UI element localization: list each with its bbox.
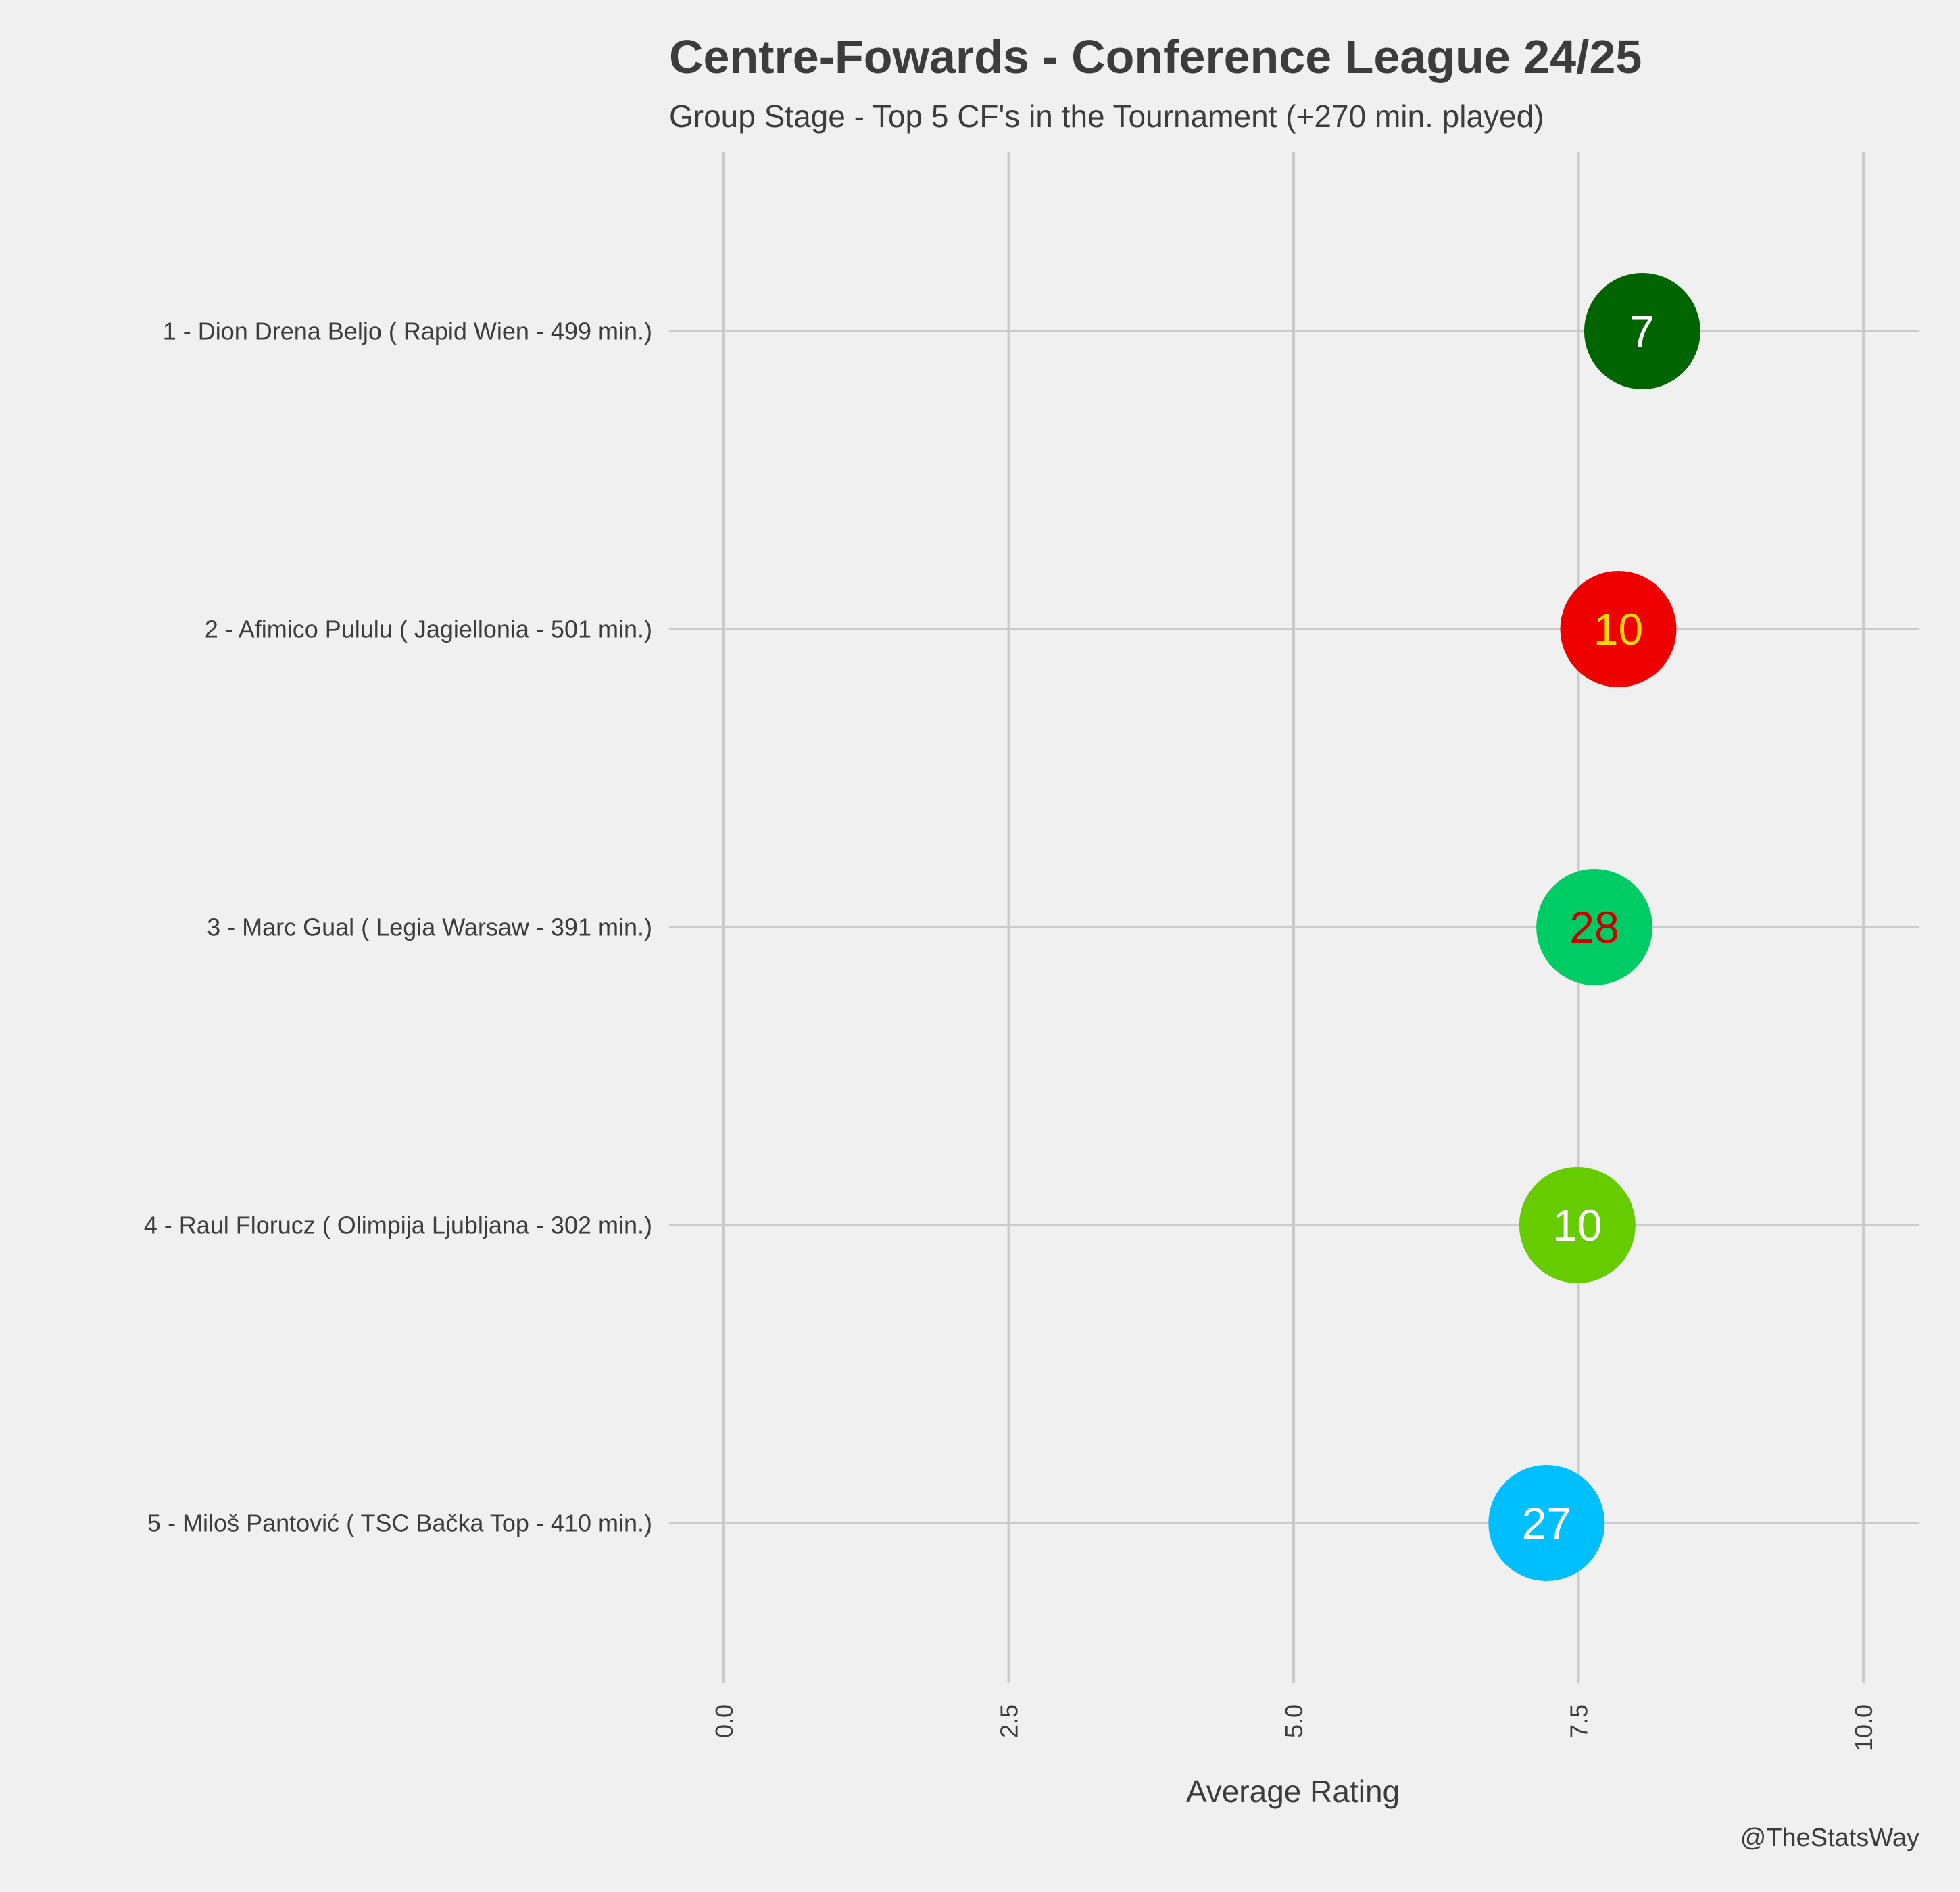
data-point — [1536, 869, 1653, 985]
credit-text: @TheStatsWay — [1740, 1824, 1919, 1852]
category-label: 5 - Miloš Pantović ( TSC Bačka Top - 410… — [147, 1510, 652, 1537]
points-layer: 7 10 28 10 27 — [1488, 273, 1700, 1581]
chart-subtitle: Group Stage - Top 5 CF's in the Tourname… — [669, 99, 1544, 134]
data-point — [1519, 1167, 1636, 1283]
category-label: 1 - Dion Drena Beljo ( Rapid Wien - 499 … — [163, 318, 652, 345]
chart-title: Centre-Fowards - Conference League 24/25 — [669, 30, 1642, 83]
data-point — [1560, 571, 1677, 687]
x-axis-label: Average Rating — [1186, 1774, 1400, 1809]
point-number-label: 7 — [1630, 306, 1655, 356]
category-label: 2 - Afimico Pululu ( Jagiellonia - 501 m… — [205, 616, 652, 643]
point-number-label: 27 — [1522, 1498, 1571, 1548]
x-tick-label: 0.0 — [710, 1704, 738, 1738]
tick-layer: 0.0 2.5 5.0 7.5 10.0 — [710, 1704, 1878, 1751]
grid-layer — [669, 152, 1919, 1683]
data-point — [1488, 1465, 1605, 1581]
x-tick-label: 10.0 — [1850, 1704, 1878, 1751]
point-number-label: 10 — [1594, 604, 1643, 654]
x-tick-label: 2.5 — [996, 1704, 1023, 1738]
x-tick-label: 7.5 — [1565, 1704, 1593, 1738]
x-tick-label: 5.0 — [1280, 1704, 1308, 1738]
category-labels: 1 - Dion Drena Beljo ( Rapid Wien - 499 … — [144, 318, 652, 1537]
category-label: 3 - Marc Gual ( Legia Warsaw - 391 min.) — [207, 914, 652, 941]
category-label: 4 - Raul Florucz ( Olimpija Ljubljana - … — [144, 1212, 652, 1239]
point-number-label: 10 — [1552, 1200, 1602, 1250]
point-number-label: 28 — [1569, 902, 1619, 952]
data-point — [1584, 273, 1700, 389]
